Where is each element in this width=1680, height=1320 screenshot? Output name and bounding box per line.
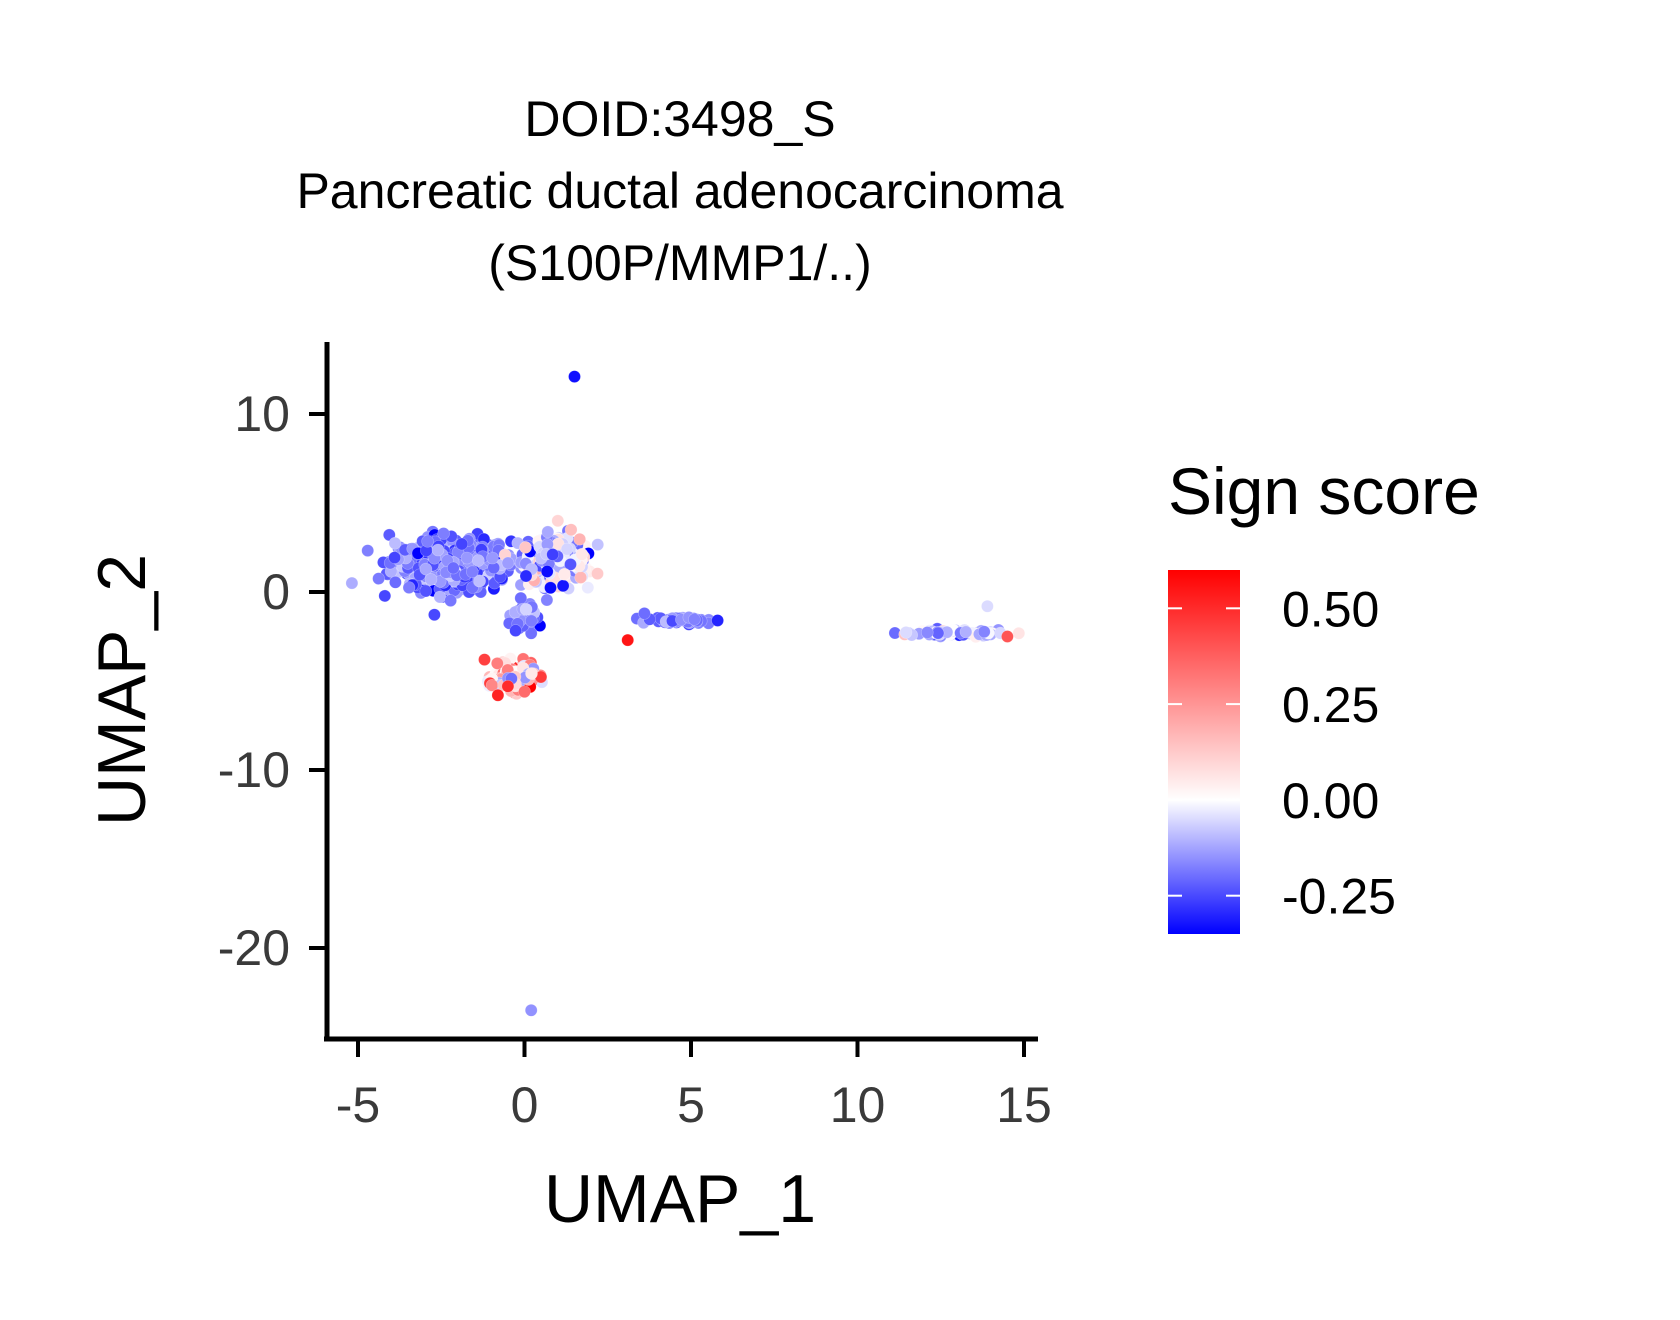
- data-point: [465, 565, 479, 579]
- scatter-points: [345, 370, 1026, 1017]
- data-point: [981, 599, 994, 613]
- data-point: [491, 688, 505, 702]
- chart-title: DOID:3498_S Pancreatic ductal adenocarci…: [296, 91, 1063, 291]
- data-point: [519, 603, 533, 616]
- data-point: [471, 554, 485, 567]
- x-tick-label: 15: [996, 1077, 1052, 1133]
- data-point: [428, 608, 441, 622]
- data-point: [444, 594, 457, 607]
- data-point: [345, 576, 359, 590]
- data-point: [581, 581, 595, 594]
- y-axis-title: UMAP_2: [84, 554, 160, 826]
- data-point: [431, 543, 445, 557]
- data-point: [540, 593, 554, 607]
- data-point: [519, 541, 532, 554]
- data-point: [518, 685, 531, 699]
- data-point: [574, 571, 588, 584]
- data-point: [638, 607, 651, 620]
- x-axis-title: UMAP_1: [544, 1161, 816, 1237]
- y-tick-label: 0: [262, 564, 290, 620]
- data-point: [568, 370, 581, 383]
- data-point: [388, 536, 402, 550]
- data-point: [509, 624, 522, 637]
- data-point: [959, 625, 973, 639]
- data-point: [501, 679, 515, 693]
- data-point: [437, 527, 450, 540]
- data-point: [558, 567, 571, 581]
- legend-ticks: 0.50 0.25 0.00 -0.25: [1168, 581, 1396, 925]
- data-point: [524, 626, 538, 640]
- data-point: [388, 551, 401, 564]
- data-point: [402, 581, 416, 594]
- x-tick-label: -5: [336, 1077, 380, 1133]
- data-point: [575, 547, 589, 561]
- data-point: [564, 558, 577, 571]
- y-tick-label: -20: [218, 920, 290, 976]
- data-point: [546, 548, 560, 561]
- legend-colorbar: [1168, 570, 1240, 934]
- title-line-2: Pancreatic ductal adenocarcinoma: [296, 163, 1063, 219]
- x-tick-label: 10: [830, 1077, 886, 1133]
- data-point: [372, 572, 385, 585]
- data-point: [419, 562, 433, 576]
- data-point: [551, 514, 565, 528]
- data-point: [421, 534, 434, 548]
- data-point: [486, 551, 499, 565]
- data-point: [1012, 626, 1026, 640]
- data-point: [361, 544, 375, 557]
- data-point: [591, 538, 605, 551]
- data-point: [378, 589, 392, 603]
- data-point: [525, 614, 538, 628]
- data-point: [446, 561, 460, 575]
- y-tick-label: -10: [218, 742, 290, 798]
- data-point: [931, 626, 945, 640]
- data-point: [920, 626, 934, 639]
- data-point: [540, 565, 554, 578]
- data-point: [389, 575, 402, 589]
- x-tick-label: 0: [511, 1077, 539, 1133]
- data-point: [478, 653, 491, 666]
- data-point: [514, 591, 528, 605]
- legend-tick-label: 0.25: [1282, 677, 1379, 733]
- data-point: [977, 625, 991, 639]
- data-point: [419, 584, 433, 598]
- legend-tick-label: 0.00: [1282, 773, 1379, 829]
- data-point: [424, 573, 438, 586]
- data-point: [473, 574, 486, 588]
- title-line-1: DOID:3498_S: [524, 91, 835, 147]
- data-point: [524, 1003, 538, 1017]
- data-point: [541, 525, 555, 539]
- y-axis-ticks: -20 -10 0 10: [218, 386, 325, 976]
- data-point: [591, 567, 604, 580]
- data-point: [1001, 630, 1014, 643]
- y-tick-label: 10: [234, 386, 290, 442]
- data-point: [556, 579, 570, 593]
- title-line-3: (S100P/MMP1/..): [488, 235, 871, 291]
- legend-tick-label: 0.50: [1282, 581, 1379, 637]
- data-point: [688, 613, 701, 626]
- legend: Sign score 0.50 0.25 0.00 -0.25: [1168, 454, 1480, 934]
- data-point: [621, 633, 635, 647]
- data-point: [525, 667, 538, 680]
- data-point: [519, 569, 533, 583]
- data-point: [501, 556, 515, 570]
- data-point: [564, 523, 578, 537]
- data-point: [573, 532, 587, 546]
- x-axis-ticks: -5 0 5 10 15: [336, 1041, 1052, 1133]
- data-point: [711, 614, 724, 627]
- legend-title: Sign score: [1168, 454, 1480, 528]
- data-point: [460, 551, 474, 565]
- data-point: [544, 581, 557, 595]
- data-point: [433, 590, 447, 604]
- legend-tick-label: -0.25: [1282, 869, 1396, 925]
- x-tick-label: 5: [677, 1077, 705, 1133]
- data-point: [899, 626, 913, 639]
- data-point: [560, 542, 574, 556]
- data-point: [455, 537, 469, 551]
- data-point: [490, 657, 504, 670]
